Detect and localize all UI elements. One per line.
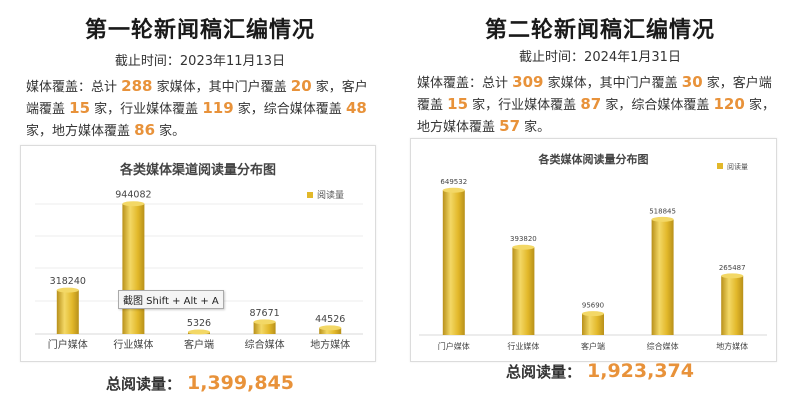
legend-swatch: [717, 163, 723, 169]
coverage-text: 家媒体，其中门户覆盖: [547, 76, 678, 91]
coverage-general-count: 48: [345, 99, 367, 117]
legend-swatch: [307, 192, 313, 198]
coverage-general-count: 120: [713, 95, 745, 113]
bar: [582, 311, 604, 335]
coverage-text: 家。: [524, 120, 551, 135]
coverage-text: 家，行业媒体覆盖: [94, 102, 199, 117]
category-label: 地方媒体: [716, 341, 748, 351]
coverage-text: 家，行业媒体覆盖: [472, 98, 577, 113]
bar: [442, 187, 465, 335]
bar: [188, 329, 210, 335]
category-label: 行业媒体: [113, 338, 153, 351]
round-one-deadline: 截止时间：2023年11月13日: [114, 54, 286, 69]
total-label: 总阅读量：: [506, 363, 582, 381]
coverage-local-count: 57: [499, 117, 521, 135]
category-label: 综合媒体: [647, 341, 679, 351]
bar-value-label: 44526: [315, 314, 345, 325]
chart-legend: 阅读量: [717, 162, 748, 171]
coverage-total-count: 288: [121, 77, 153, 95]
category-label: 客户端: [581, 341, 605, 351]
round-two-chart: 各类媒体阅读量分布图阅读量 649532 门户媒体 393820 行业媒体 95690 客户…: [410, 138, 777, 362]
coverage-text: 家，综合媒体覆盖: [237, 102, 342, 117]
total-value: 1,923,374: [587, 360, 694, 382]
coverage-text: 家媒体，其中门户覆盖: [156, 80, 287, 95]
bar: [319, 325, 342, 334]
coverage-text: 家，客户端覆盖: [417, 76, 772, 113]
chart-title: 各类媒体阅读量分布图: [538, 152, 649, 166]
legend-label: 阅读量: [727, 162, 748, 171]
coverage-text: 家，地方媒体覆盖: [26, 124, 131, 139]
round-two-coverage: 媒体覆盖：总计 309 家媒体，其中门户覆盖 30 家，客户端覆盖 15 家，行…: [417, 72, 777, 138]
coverage-text: 家，地方媒体覆盖: [417, 98, 775, 135]
round-two-panel: 第二轮新闻稿汇编情况 截止时间：2024年1月31日 媒体覆盖：总计 309 家…: [400, 0, 800, 407]
coverage-client-count: 15: [447, 95, 469, 113]
bar: [253, 319, 276, 334]
coverage-text: 家，客户端覆盖: [26, 80, 368, 117]
bar-value-label: 95690: [582, 302, 604, 310]
coverage-industry-count: 87: [580, 95, 602, 113]
total-label: 总阅读量：: [106, 375, 182, 393]
coverage-client-count: 15: [69, 99, 91, 117]
round-one-panel: 第一轮新闻稿汇编情况 截止时间：2023年11月13日 媒体覆盖：总计 288 …: [0, 18, 400, 394]
bar-value-label: 944082: [115, 190, 151, 201]
bar-value-label: 87671: [249, 308, 279, 319]
chart-legend: 阅读量: [307, 189, 344, 201]
coverage-text: 家。: [159, 124, 186, 139]
bar-value-label: 265487: [719, 264, 746, 272]
coverage-local-count: 86: [134, 121, 156, 139]
round-two-title: 第二轮新闻稿汇编情况: [484, 18, 715, 43]
round-one-chart: 各类媒体渠道阅读量分布图阅读量 318240 门户媒体 944082 行业媒体 5326 客…: [20, 145, 376, 362]
coverage-portal-count: 30: [681, 73, 703, 91]
category-label: 门户媒体: [438, 341, 470, 351]
bar-value-label: 393820: [510, 235, 537, 243]
round-one-total: 总阅读量： 1,399,845: [0, 372, 400, 394]
category-label: 客户端: [184, 338, 214, 351]
bar-value-label: 318240: [50, 276, 86, 287]
bar-value-label: 649532: [440, 178, 467, 186]
coverage-text: 媒体覆盖：总计: [417, 76, 509, 91]
legend-label: 阅读量: [317, 189, 344, 201]
category-label: 地方媒体: [310, 338, 350, 351]
coverage-industry-count: 119: [202, 99, 234, 117]
round-two-total: 总阅读量： 1,923,374: [400, 360, 800, 382]
total-value: 1,399,845: [187, 372, 294, 394]
coverage-text: 媒体覆盖：总计: [26, 80, 118, 95]
bar: [122, 201, 145, 334]
round-two-deadline: 截止时间：2024年1月31日: [519, 50, 681, 65]
bar-value-label: 518845: [649, 207, 676, 215]
coverage-portal-count: 20: [290, 77, 312, 95]
coverage-text: 家，综合媒体覆盖: [605, 98, 710, 113]
bar-value-label: 5326: [187, 318, 211, 329]
category-label: 行业媒体: [507, 341, 539, 351]
category-label: 门户媒体: [48, 338, 88, 351]
screenshot-tooltip: 截图 Shift + Alt + A: [118, 290, 224, 309]
bar: [512, 244, 535, 335]
bar: [56, 287, 79, 334]
bar: [721, 273, 744, 335]
round-one-coverage: 媒体覆盖：总计 288 家媒体，其中门户覆盖 20 家，客户端覆盖 15 家，行…: [26, 76, 376, 142]
chart-title: 各类媒体渠道阅读量分布图: [119, 162, 276, 178]
round-one-title: 第一轮新闻稿汇编情况: [84, 18, 315, 43]
bar: [651, 216, 674, 335]
category-label: 综合媒体: [245, 338, 285, 351]
coverage-total-count: 309: [512, 73, 544, 91]
